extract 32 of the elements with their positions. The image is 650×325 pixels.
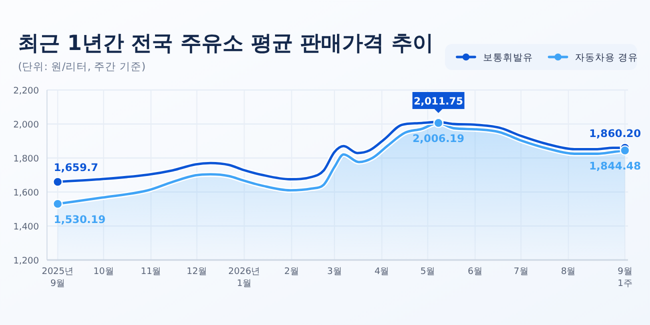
x-tick-label: 2026년 1월 xyxy=(228,267,260,289)
y-tick-label: 2,200 xyxy=(13,86,40,96)
point xyxy=(620,145,630,156)
point xyxy=(52,198,63,209)
point xyxy=(52,176,63,187)
y-tick-label: 1,600 xyxy=(13,188,40,198)
annotation: 1,860.20 xyxy=(589,128,641,140)
annotation: 1,659.7 xyxy=(54,162,98,174)
x-tick-label: 5월 xyxy=(420,267,436,277)
y-tick-label: 1,400 xyxy=(13,222,40,232)
y-tick-label: 2,000 xyxy=(13,120,40,130)
x-tick-label: 10월 xyxy=(93,267,114,277)
x-tick-label: 12월 xyxy=(186,267,208,277)
x-tick-label: 8월 xyxy=(561,267,576,277)
x-tick-label: 7월 xyxy=(514,267,528,277)
annotation: 1,530.19 xyxy=(54,214,106,226)
x-tick-label: 2025년 9월 xyxy=(42,267,74,289)
chart-subtitle: (단위: 원/리터, 주간 기준) xyxy=(18,61,146,73)
x-tick-label: 3월 xyxy=(327,267,342,277)
annotation: 1,844.48 xyxy=(589,160,641,172)
y-tick-label: 1,200 xyxy=(13,256,40,266)
chart-title: 최근 1년간 전국 주유소 평균 판매가격 추이 xyxy=(18,31,434,55)
x-tick-label: 6월 xyxy=(468,267,482,277)
x-tick-label: 9월 1주 xyxy=(618,267,632,289)
x-tick-label: 4월 xyxy=(374,267,390,277)
annotation: 2,011.75 xyxy=(414,96,464,108)
x-tick-label: 11월 xyxy=(140,267,162,277)
annotation: 2,006.19 xyxy=(412,132,464,145)
legend-label: 보통휘발유 xyxy=(483,52,533,64)
legend-label: 자동차용 경유 xyxy=(575,52,638,64)
y-tick-label: 1,800 xyxy=(13,154,40,164)
x-tick-label: 2월 xyxy=(284,267,299,277)
